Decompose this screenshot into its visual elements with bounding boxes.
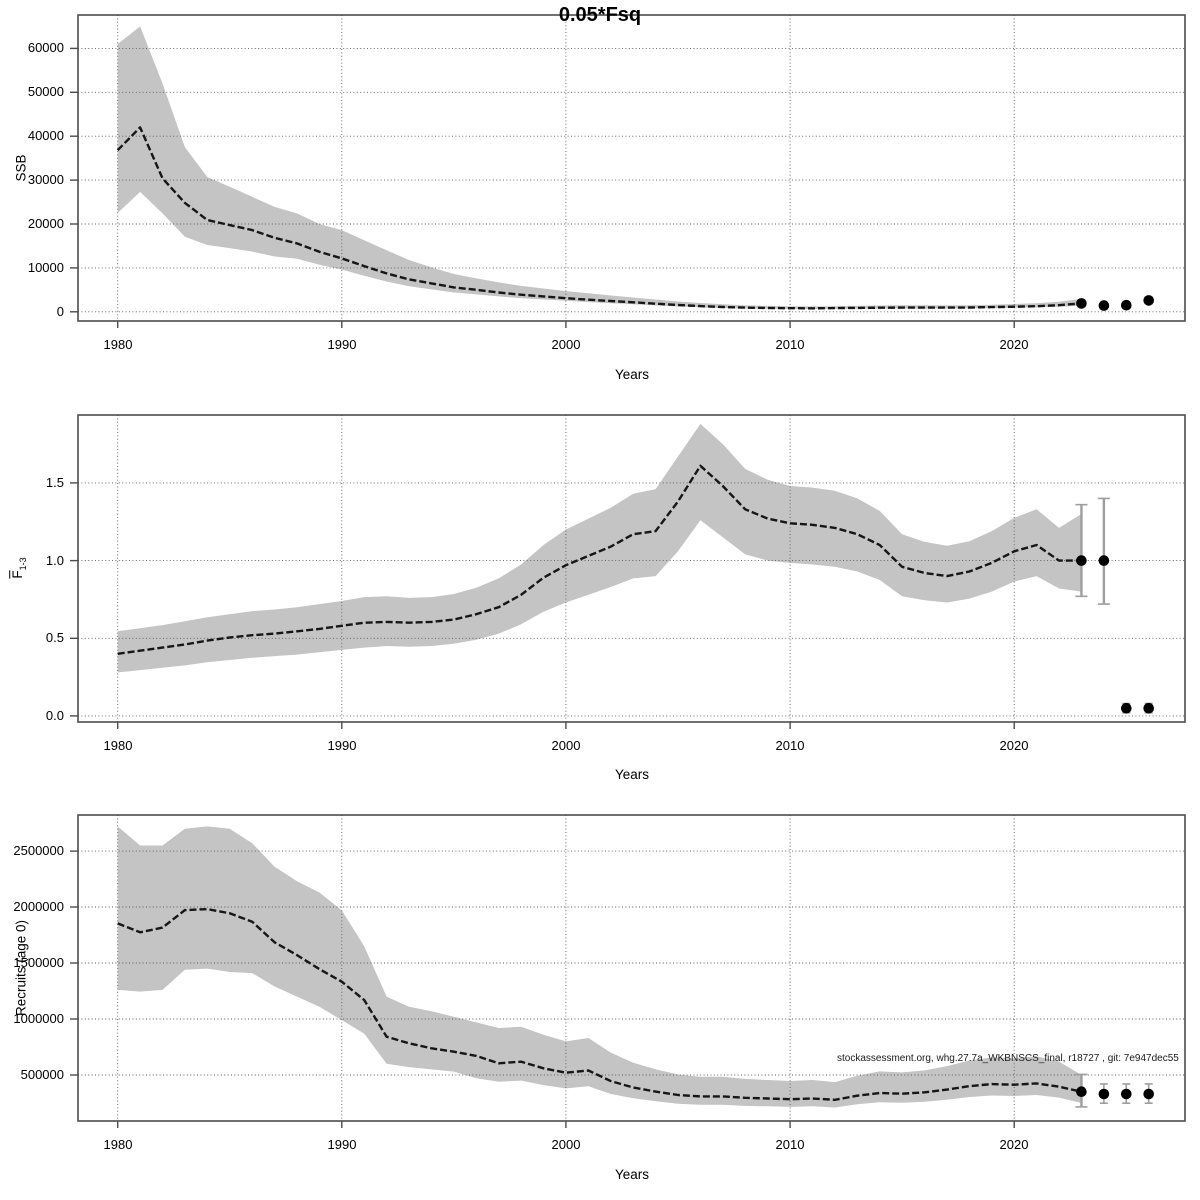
fbar-xtick-label: 2000: [551, 738, 581, 753]
fbar-error-bar: [1075, 503, 1088, 598]
fbar-median-line: [117, 464, 1082, 655]
recruits-forecast-dot-2026: [1143, 1088, 1154, 1100]
fbar-forecast-dot-2026: [1143, 702, 1154, 714]
ssb-median-line: [116, 126, 1082, 310]
recruits-ytick-label: 2000000: [13, 899, 64, 914]
ssb-ytick-label: 30000: [27, 172, 64, 187]
fbar-ytick-label: 0.0: [45, 708, 64, 723]
ssb-ytick-label: 60000: [27, 40, 64, 55]
ssb-forecast-dot-2025: [1121, 299, 1132, 311]
recruits-ytick-label: 500000: [20, 1067, 64, 1082]
recruits-forecast-dot-2025: [1121, 1088, 1132, 1100]
panel-fbar: [70, 414, 1186, 729]
panel-recruits: [70, 814, 1186, 1128]
recruits-panel-frame: [77, 814, 1186, 1122]
ssb-ytick-label: 50000: [27, 84, 64, 99]
years-axis-title-fbar: Years: [614, 767, 650, 782]
ssb-xtick-label: 1990: [327, 337, 357, 352]
recruits-xtick-label: 2020: [999, 1137, 1029, 1152]
ssb-ytick-label: 20000: [27, 216, 64, 231]
years-axis-title-ssb: Years: [614, 367, 650, 382]
fbar-ytick-label: 1.5: [45, 475, 64, 490]
fbar-forecast-dot-2024: [1098, 555, 1110, 566]
fbar-error-bar: [1097, 497, 1110, 605]
fbar-xtick-label: 1990: [327, 738, 357, 753]
ssb-xtick-label: 2000: [551, 337, 581, 352]
ssb-forecast-dot-2026: [1143, 295, 1154, 306]
recruits-forecast-dot-2023: [1076, 1086, 1087, 1097]
ssb-xtick-label: 1980: [103, 337, 133, 352]
source-annotation: stockassessment.org, whg.27.7a_WKBNSCS_f…: [837, 1053, 1179, 1064]
ssb-ytick-label: 40000: [27, 128, 64, 143]
fbar-ytick-label: 1.0: [45, 553, 64, 568]
recruits-ytick-label: 2500000: [13, 843, 64, 858]
recruits-xtick-label: 1990: [327, 1137, 357, 1152]
fbar-forecast-dot-2023: [1076, 555, 1087, 566]
ssb-xtick-label: 2010: [775, 337, 805, 352]
fbar-xtick-label: 1980: [103, 738, 133, 753]
recruits-median-line: [117, 907, 1082, 1102]
fbar-xtick-label: 2010: [775, 738, 805, 753]
ssb-forecast-dot-2024: [1098, 300, 1110, 311]
fbar-forecast-dot-2025: [1121, 702, 1132, 714]
ssb-ytick-label: 10000: [27, 260, 64, 275]
fbar-confidence-band: [117, 423, 1082, 673]
recruits-xtick-label: 1980: [103, 1137, 133, 1152]
fbar-panel-frame: [77, 414, 1186, 723]
ssb-panel-frame: [77, 14, 1186, 322]
recruits-confidence-band: [117, 826, 1082, 1108]
years-axis-title-recruits: Years: [614, 1167, 650, 1182]
ssb-forecast-dot-2023: [1076, 298, 1087, 309]
recruits-xtick-label: 2000: [551, 1137, 581, 1152]
fbar-ytick-label: 0.5: [45, 630, 64, 645]
recruits-ytick-label: 1000000: [13, 1011, 64, 1026]
fbar-xtick-label: 2020: [999, 738, 1029, 753]
figure-title: 0.05*Fsq: [558, 4, 642, 26]
panel-ssb: [70, 14, 1186, 328]
ssb-confidence-band: [117, 26, 1082, 310]
ssb-ytick-label: 0: [56, 304, 64, 319]
recruits-ytick-label: 1500000: [13, 955, 64, 970]
recruits-xtick-label: 2010: [775, 1137, 805, 1152]
ssb-xtick-label: 2020: [999, 337, 1029, 352]
recruits-forecast-dot-2024: [1098, 1088, 1110, 1100]
